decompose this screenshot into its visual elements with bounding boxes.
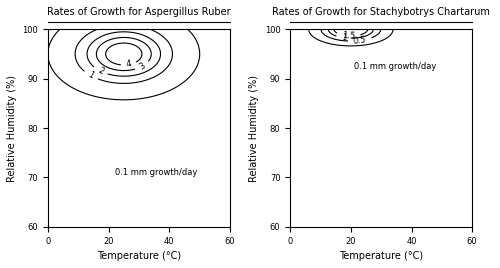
Text: 1.5: 1.5 [342,31,355,41]
X-axis label: Temperature (°C): Temperature (°C) [97,251,181,261]
Text: 0.5: 0.5 [353,35,367,46]
X-axis label: Temperature (°C): Temperature (°C) [339,251,423,261]
Text: 0.1 mm growth/day: 0.1 mm growth/day [114,168,197,177]
Text: 4: 4 [126,60,132,69]
Text: 3: 3 [138,61,147,71]
Text: 2: 2 [96,66,105,76]
Text: Rates of Growth for Stachybotrys Chartarum: Rates of Growth for Stachybotrys Chartar… [272,8,490,17]
Y-axis label: Relative Humidity (%): Relative Humidity (%) [249,75,259,181]
Text: Rates of Growth for Aspergillus Ruber: Rates of Growth for Aspergillus Ruber [47,8,231,17]
Y-axis label: Relative Humidity (%): Relative Humidity (%) [7,75,17,181]
Text: 1: 1 [86,70,96,81]
Text: 0.1 mm growth/day: 0.1 mm growth/day [354,62,436,71]
Text: 1: 1 [341,33,347,43]
